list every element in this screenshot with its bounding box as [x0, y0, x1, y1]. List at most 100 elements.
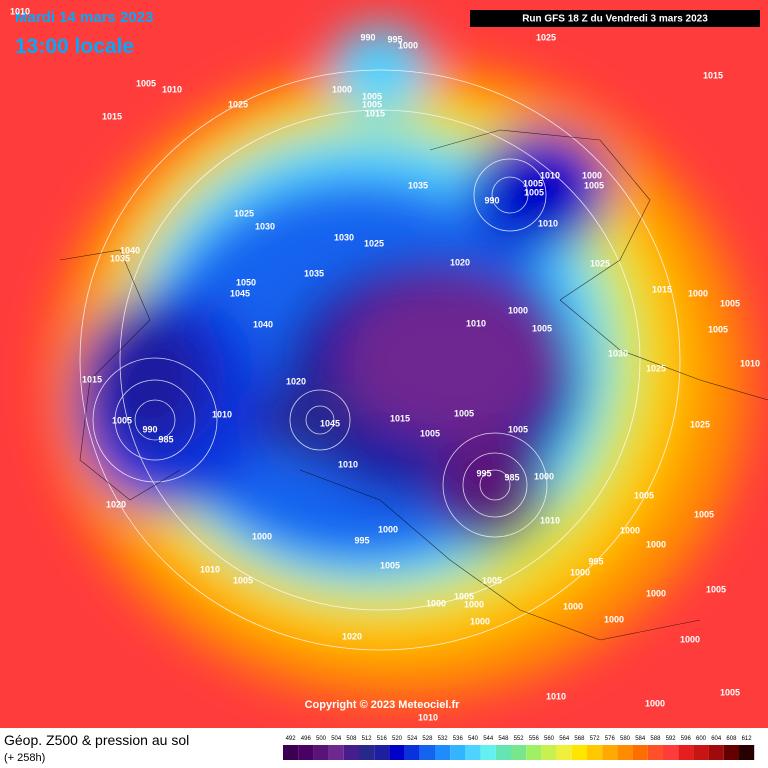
isobar-label: 1005: [112, 415, 132, 425]
isobar-label: 1010: [200, 564, 220, 574]
colorbar-swatch: [298, 745, 314, 760]
isobar-label: 1000: [645, 698, 665, 708]
colorbar-label: 604: [711, 736, 722, 742]
isobar-label: 1010: [546, 691, 566, 701]
isobar-label: 1005: [708, 324, 728, 334]
colorbar-swatch: [435, 745, 451, 760]
colorbar-label: 540: [468, 736, 479, 742]
isobar-label: 995: [588, 556, 603, 566]
isobar-label: 1005: [233, 575, 253, 585]
isobar-label: 1000: [470, 616, 490, 626]
colorbar-swatch: [526, 745, 542, 760]
isobar-label: 985: [504, 472, 519, 482]
footer-subtitle: (+ 258h): [4, 752, 45, 764]
isobar-label: 1005: [524, 187, 544, 197]
isobar-label: 1000: [688, 288, 708, 298]
isobar-label: 1025: [690, 419, 710, 429]
colorbar-label: 592: [666, 736, 677, 742]
isobar-label: 1000: [252, 531, 272, 541]
isobar-label: 1000: [332, 84, 352, 94]
footer-title: Géop. Z500 & pression au sol: [4, 732, 189, 748]
colorbar-swatch: [617, 745, 633, 760]
isobar-label: 1005: [584, 180, 604, 190]
colorbar-label: 552: [514, 736, 525, 742]
isobar-label: 1025: [234, 208, 254, 218]
colorbar-label: 600: [696, 736, 707, 742]
isobar-label: 1010: [538, 218, 558, 228]
colorbar-swatch: [450, 745, 466, 760]
time-label: 13:00 locale: [15, 35, 134, 58]
run-label: Run GFS 18 Z du Vendredi 3 mars 2023: [522, 14, 708, 25]
colorbar-swatch: [374, 745, 390, 760]
colorbar-swatch: [723, 745, 739, 760]
isobar-label: 1010: [162, 84, 182, 94]
isobar-label: 995: [476, 468, 491, 478]
isobar-label: 1020: [106, 499, 126, 509]
isobar-label: 1005: [720, 298, 740, 308]
isobar-label: 1000: [646, 539, 666, 549]
colorbar-label: 608: [726, 736, 737, 742]
isobar-label: 1005: [482, 575, 502, 585]
isobar-label: 1005: [362, 91, 382, 101]
isobar-label: 1005: [454, 591, 474, 601]
colorbar-swatch: [343, 745, 359, 760]
isobar-label: 1010: [540, 170, 560, 180]
isobar-label: 1010: [212, 409, 232, 419]
isobar-label: 1010: [338, 459, 358, 469]
colorbar-label: 532: [438, 736, 449, 742]
colorbar-swatch: [419, 745, 435, 760]
colorbar-swatch: [511, 745, 527, 760]
isobar-label: 995: [387, 34, 402, 44]
colorbar-swatch: [739, 745, 755, 760]
isobar-label: 1000: [570, 567, 590, 577]
colorbar-swatch: [359, 745, 375, 760]
colorbar-swatch: [480, 745, 496, 760]
colorbar-label: 500: [316, 736, 327, 742]
isobar-label: 1000: [508, 305, 528, 315]
isobar-label: 1005: [720, 687, 740, 697]
isobar-label: 1020: [286, 376, 306, 386]
isobar-label: 1005: [523, 178, 543, 188]
isobar-label: 1025: [228, 99, 248, 109]
isobar-label: 1000: [680, 634, 700, 644]
isobar-label: 1005: [420, 428, 440, 438]
colorbar-label: 544: [483, 736, 494, 742]
colorbar-label: 580: [620, 736, 631, 742]
colorbar-label: 504: [331, 736, 342, 742]
isobar-label: 1005: [380, 560, 400, 570]
isobar-label: 1000: [426, 598, 446, 608]
coastlines: [59, 129, 768, 641]
isobar-label: 1000: [398, 40, 418, 50]
isobar-label: 1010: [10, 6, 30, 16]
colorbar-label: 584: [635, 736, 646, 742]
colorbar-swatch: [571, 745, 587, 760]
isobar-label: 1005: [454, 408, 474, 418]
colorbar-swatch: [663, 745, 679, 760]
colorbar-label: 568: [574, 736, 585, 742]
colorbar-label: 560: [544, 736, 555, 742]
isobar-label: 1045: [230, 288, 250, 298]
isobar-label: 1005: [634, 490, 654, 500]
colorbar-label: 508: [346, 736, 357, 742]
colorbar-swatch: [389, 745, 405, 760]
isobar-label: 1000: [582, 170, 602, 180]
colorbar-swatch: [587, 745, 603, 760]
isobar-label: 1010: [540, 515, 560, 525]
isobar-label: 1025: [536, 32, 556, 42]
isobar-label: 1005: [694, 509, 714, 519]
colorbar-label: 596: [681, 736, 692, 742]
isobar-label: 1005: [136, 78, 156, 88]
isobar-label: 1005: [706, 584, 726, 594]
colorbar-label: 536: [453, 736, 464, 742]
colorbar-swatch: [495, 745, 511, 760]
copyright: Copyright © 2023 Meteociel.fr: [305, 699, 461, 711]
isobar-label: 1000: [534, 471, 554, 481]
isobar-label: 1010: [740, 358, 760, 368]
colorbar-swatch: [693, 745, 709, 760]
isobar-label: 1035: [304, 268, 324, 278]
isobar-label: 1045: [320, 418, 340, 428]
colorbar-label: 572: [590, 736, 601, 742]
field: [0, 0, 768, 728]
